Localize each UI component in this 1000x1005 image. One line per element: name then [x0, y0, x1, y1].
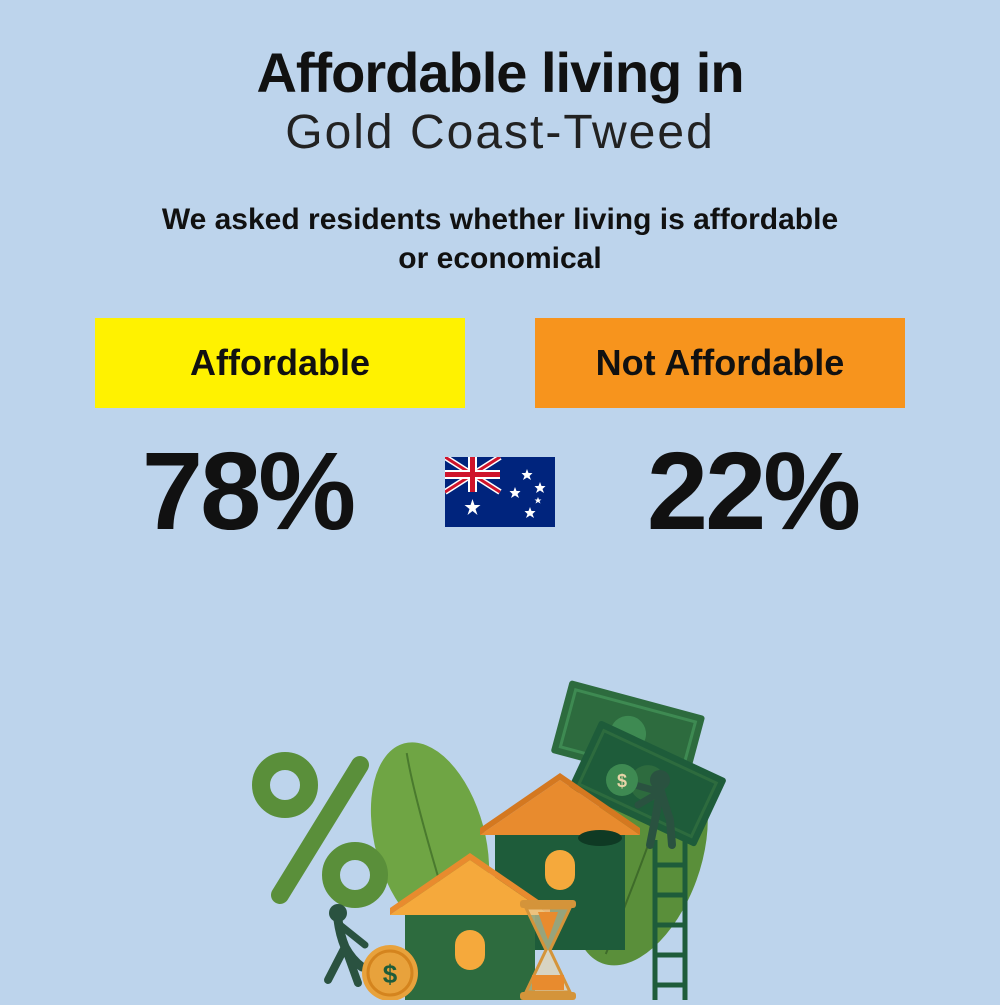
australia-flag-icon: [445, 457, 555, 527]
svg-text:$: $: [383, 959, 398, 989]
title-line2: Gold Coast-Tweed: [80, 105, 920, 160]
person-coin-icon: $: [328, 904, 418, 1000]
badge-not-affordable-label: Not Affordable: [596, 342, 845, 384]
percent-not-affordable: 22%: [585, 428, 920, 555]
svg-text:$: $: [617, 771, 627, 791]
percent-icon: [261, 761, 379, 899]
percents-row: 78%: [80, 428, 920, 555]
badge-affordable-label: Affordable: [190, 342, 370, 384]
housing-illustration: $ $: [200, 660, 800, 1000]
percent-affordable: 78%: [80, 428, 415, 555]
title-line1: Affordable living in: [80, 40, 920, 105]
subtitle-text: We asked residents whether living is aff…: [150, 200, 850, 278]
badges-row: Affordable Not Affordable: [80, 318, 920, 408]
badge-not-affordable: Not Affordable: [535, 318, 905, 408]
badge-affordable: Affordable: [95, 318, 465, 408]
infographic-container: Affordable living in Gold Coast-Tweed We…: [0, 0, 1000, 555]
